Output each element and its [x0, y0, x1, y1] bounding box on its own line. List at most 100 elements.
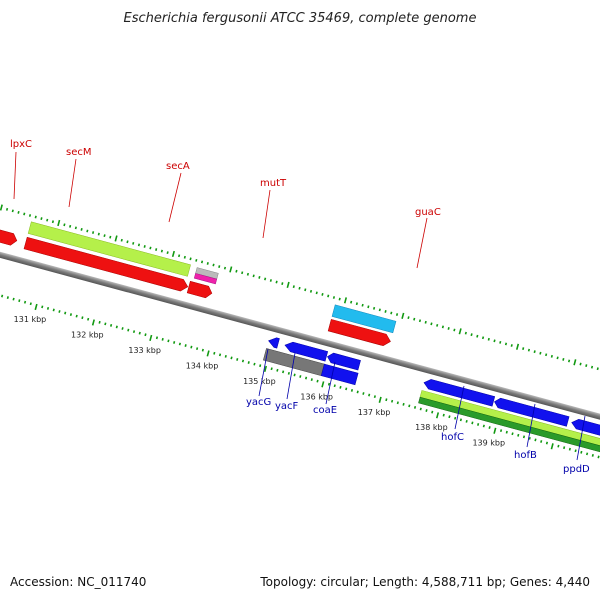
minor-tick-bottom: [218, 353, 222, 357]
minor-tick-top: [63, 223, 66, 227]
minor-tick-top: [550, 354, 553, 358]
gene-labels-bottom: yacG yacF coaE hofC hofB ppdD: [246, 348, 590, 475]
gene-label-coaE: coaE: [313, 405, 337, 416]
minor-tick-bottom: [482, 424, 485, 428]
minor-tick-bottom: [18, 299, 21, 303]
minor-tick-bottom: [585, 452, 589, 456]
minor-tick-bottom: [499, 429, 503, 433]
minor-tick-bottom: [1, 294, 4, 298]
major-tick-top: [0, 204, 3, 211]
minor-tick-top: [109, 235, 112, 239]
minor-tick-top: [137, 243, 141, 247]
minor-tick-bottom: [385, 398, 388, 402]
minor-tick-top: [430, 322, 433, 326]
minor-tick-bottom: [241, 359, 245, 363]
minor-tick-top: [309, 289, 313, 293]
minor-tick-bottom: [477, 423, 480, 426]
minor-tick-top: [218, 265, 221, 268]
minor-tick-top: [275, 280, 278, 284]
minor-tick-top: [476, 334, 479, 338]
major-tick-top: [57, 219, 61, 227]
major-tick-top: [573, 359, 577, 366]
minor-tick-bottom: [109, 324, 113, 327]
minor-tick-bottom: [545, 441, 549, 445]
minor-tick-top: [269, 279, 272, 282]
minor-tick-bottom: [236, 358, 239, 361]
major-tick-bottom: [378, 396, 382, 403]
tick-label: 136 kbp: [300, 392, 333, 401]
minor-tick-bottom: [155, 336, 159, 340]
minor-tick-bottom: [184, 344, 187, 347]
minor-tick-bottom: [574, 449, 577, 453]
feature-guaC-cyan: [331, 304, 397, 334]
minor-tick-top: [264, 277, 267, 281]
minor-tick-bottom: [448, 415, 451, 419]
minor-tick-bottom: [6, 296, 9, 299]
minor-tick-top: [499, 340, 502, 344]
minor-tick-bottom: [373, 395, 376, 399]
feature-hofC-green: [418, 396, 600, 455]
minor-tick-top: [332, 296, 336, 299]
tick-label: 133 kbp: [128, 346, 161, 355]
minor-tick-bottom: [161, 337, 164, 341]
minor-tick-top: [40, 217, 43, 221]
minor-tick-bottom: [178, 342, 181, 346]
tick-row-top: [0, 204, 599, 371]
minor-tick-bottom: [557, 444, 560, 448]
minor-tick-top: [556, 356, 559, 360]
minor-tick-top: [453, 328, 456, 332]
minor-tick-bottom: [356, 390, 359, 394]
minor-tick-top: [384, 310, 387, 313]
tick-label: 139 kbp: [472, 439, 505, 448]
minor-tick-top: [160, 249, 163, 253]
minor-tick-top: [372, 306, 376, 310]
minor-tick-top: [321, 293, 324, 296]
minor-tick-top: [522, 347, 525, 350]
minor-tick-bottom: [350, 388, 354, 392]
minor-tick-bottom: [345, 387, 348, 391]
gene-label-lpxC: lpxC: [10, 139, 32, 150]
minor-tick-top: [51, 220, 55, 224]
tick-label: 132 kbp: [71, 330, 104, 339]
tick-label: 137 kbp: [358, 408, 391, 417]
gene-label-mutT: mutT: [260, 178, 287, 189]
minor-tick-bottom: [534, 438, 537, 442]
minor-tick-top: [91, 231, 95, 234]
minor-tick-bottom: [396, 401, 399, 405]
major-tick-top: [401, 312, 405, 319]
minor-tick-top: [97, 232, 100, 236]
minor-tick-bottom: [52, 308, 55, 312]
minor-tick-top: [447, 327, 450, 330]
minor-tick-top: [5, 207, 9, 211]
minor-tick-bottom: [413, 406, 417, 409]
minor-tick-bottom: [459, 418, 463, 422]
minor-tick-top: [246, 272, 250, 276]
minor-tick-bottom: [196, 347, 199, 351]
gene-label-hofC: hofC: [441, 432, 464, 443]
minor-tick-bottom: [115, 325, 118, 329]
minor-tick-bottom: [81, 316, 84, 320]
minor-tick-bottom: [505, 430, 508, 434]
minor-tick-top: [378, 308, 381, 312]
minor-tick-top: [258, 275, 261, 279]
minor-tick-top: [481, 336, 485, 340]
minor-tick-bottom: [293, 373, 296, 377]
minor-tick-top: [103, 234, 106, 238]
minor-tick-bottom: [517, 433, 520, 437]
minor-tick-top: [17, 210, 20, 214]
accession-text: Accession: NC_011740: [10, 575, 146, 589]
minor-tick-bottom: [69, 313, 73, 317]
minor-tick-bottom: [87, 317, 90, 321]
minor-tick-top: [235, 269, 238, 273]
major-tick-bottom: [206, 350, 210, 357]
minor-tick-bottom: [425, 409, 428, 412]
minor-tick-bottom: [253, 362, 256, 366]
map-title: Escherichia fergusonii ATCC 35469, compl…: [124, 11, 477, 26]
feature-mutT-magenta: [193, 273, 218, 285]
minor-tick-bottom: [213, 351, 216, 355]
minor-tick-bottom: [528, 436, 531, 440]
minor-tick-bottom: [304, 376, 308, 380]
minor-tick-top: [74, 226, 77, 230]
